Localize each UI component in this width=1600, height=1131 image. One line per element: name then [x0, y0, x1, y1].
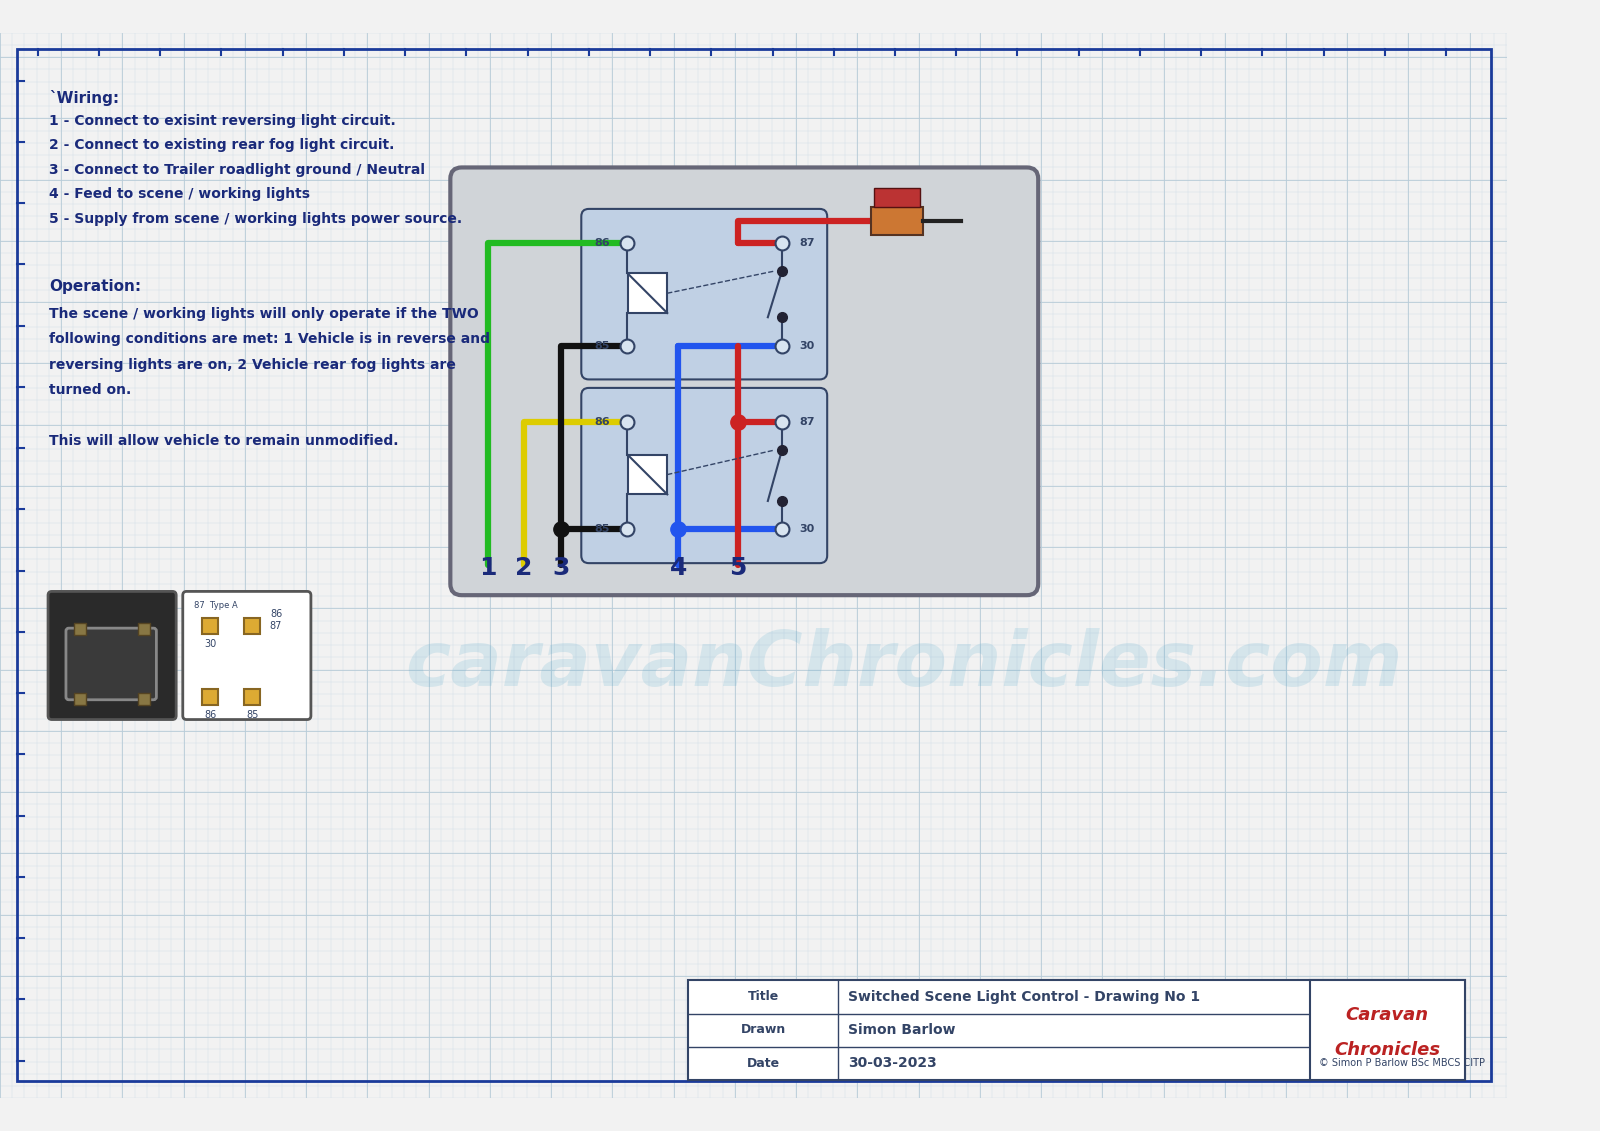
Text: 87  Type A: 87 Type A — [194, 601, 238, 610]
Text: Operation:: Operation: — [50, 278, 141, 294]
Text: Date: Date — [747, 1056, 779, 1070]
FancyBboxPatch shape — [581, 209, 827, 379]
Text: 85: 85 — [594, 340, 610, 351]
FancyBboxPatch shape — [450, 167, 1038, 595]
Bar — [1309, 979, 1466, 1080]
Bar — [688, 979, 1466, 1080]
Text: 30-03-2023: 30-03-2023 — [848, 1056, 936, 1070]
FancyBboxPatch shape — [182, 592, 310, 719]
Text: 85: 85 — [594, 525, 610, 534]
Text: 3: 3 — [552, 555, 570, 579]
Text: reversing lights are on, 2 Vehicle rear fog lights are: reversing lights are on, 2 Vehicle rear … — [50, 357, 456, 372]
Text: 87: 87 — [270, 621, 282, 631]
FancyBboxPatch shape — [48, 592, 176, 719]
Text: 1: 1 — [480, 555, 496, 579]
Text: 87: 87 — [798, 417, 814, 426]
Text: 85: 85 — [246, 710, 259, 720]
Text: 30: 30 — [798, 525, 814, 534]
Text: 86: 86 — [594, 238, 610, 248]
Text: 2: 2 — [515, 555, 533, 579]
Text: Drawn: Drawn — [741, 1024, 786, 1036]
Text: 30: 30 — [203, 639, 216, 649]
Text: caravanChronicles.com: caravanChronicles.com — [405, 628, 1403, 702]
Text: 1 - Connect to exisint reversing light circuit.: 1 - Connect to exisint reversing light c… — [50, 114, 395, 128]
Bar — [872, 207, 923, 235]
Text: 30: 30 — [798, 340, 814, 351]
FancyBboxPatch shape — [66, 628, 157, 700]
Bar — [627, 274, 667, 313]
Text: following conditions are met: 1 Vehicle is in reverse and: following conditions are met: 1 Vehicle … — [50, 333, 490, 346]
Text: 86: 86 — [594, 417, 610, 426]
Text: 4 - Feed to scene / working lights: 4 - Feed to scene / working lights — [50, 188, 310, 201]
Text: `Wiring:: `Wiring: — [50, 90, 118, 106]
Text: 5 - Supply from scene / working lights power source.: 5 - Supply from scene / working lights p… — [50, 211, 462, 226]
Text: 86: 86 — [203, 710, 216, 720]
Text: 5: 5 — [730, 555, 746, 579]
Text: This will allow vehicle to remain unmodified.: This will allow vehicle to remain unmodi… — [50, 434, 398, 448]
Text: The scene / working lights will only operate if the TWO: The scene / working lights will only ope… — [50, 307, 478, 321]
Text: 86: 86 — [270, 608, 282, 619]
Text: Simon Barlow: Simon Barlow — [848, 1022, 955, 1037]
Bar — [874, 188, 920, 207]
Text: Switched Scene Light Control - Drawing No 1: Switched Scene Light Control - Drawing N… — [848, 990, 1200, 1003]
Text: 87: 87 — [798, 238, 814, 248]
Text: Chronicles: Chronicles — [1334, 1042, 1440, 1059]
Text: © Simon P Barlow BSc MBCS CITP: © Simon P Barlow BSc MBCS CITP — [1318, 1059, 1485, 1069]
Bar — [627, 455, 667, 494]
Text: turned on.: turned on. — [50, 383, 131, 397]
Text: Title: Title — [747, 991, 779, 1003]
Text: Caravan: Caravan — [1346, 1005, 1429, 1024]
Text: 2 - Connect to existing rear fog light circuit.: 2 - Connect to existing rear fog light c… — [50, 138, 394, 153]
FancyBboxPatch shape — [581, 388, 827, 563]
Text: 3 - Connect to Trailer roadlight ground / Neutral: 3 - Connect to Trailer roadlight ground … — [50, 163, 426, 176]
Text: 4: 4 — [670, 555, 686, 579]
